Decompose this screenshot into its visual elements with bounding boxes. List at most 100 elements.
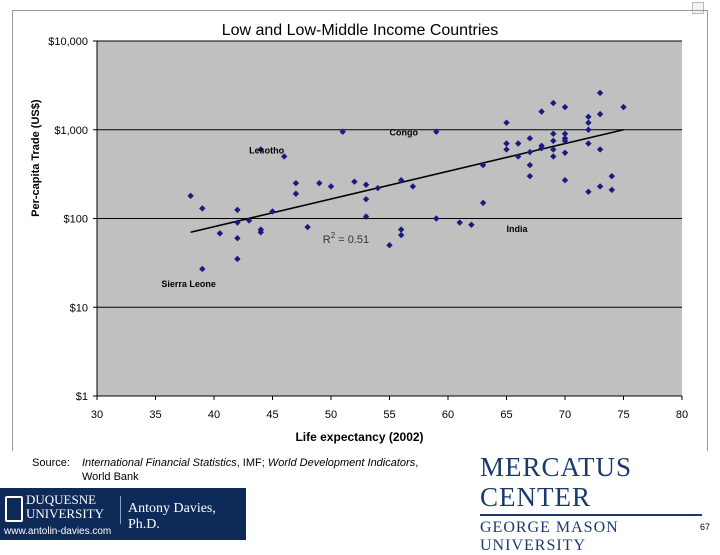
page-number: 67: [699, 522, 710, 532]
data-point: [362, 195, 370, 203]
data-point: [538, 108, 545, 115]
source-end: ,: [415, 457, 419, 469]
duquesne-shield-icon: [5, 496, 23, 522]
data-point: [620, 103, 627, 111]
data-point: [585, 113, 592, 120]
y-tick-label: $1: [76, 391, 88, 403]
data-point: [550, 137, 557, 145]
data-point: [257, 229, 264, 236]
source-line-2: World Bank: [82, 471, 139, 483]
source-note: Source: International Financial Statistic…: [32, 456, 418, 484]
annotation-label: Sierra Leone: [161, 279, 216, 289]
y-tick-label: $100: [64, 214, 88, 226]
mercatus-name: MERCATUS CENTER: [480, 452, 633, 512]
source-wdi: World Development Indicators: [267, 457, 416, 469]
x-axis-title: Life expectancy (2002): [295, 430, 423, 444]
data-point: [398, 177, 405, 184]
data-point: [234, 206, 241, 214]
data-point: [561, 177, 569, 184]
trendline: [190, 128, 624, 234]
data-point: [515, 140, 522, 147]
y-tick-label: $10,000: [48, 36, 88, 48]
annotation-label: Lesotho: [249, 146, 285, 156]
scatter-chart: $10,000 $1,000 $100 $10 $130 35 40 45 50 55 60 65 70…: [30, 36, 688, 444]
data-point: [596, 110, 604, 118]
data-point: [503, 146, 510, 153]
data-point: [503, 140, 510, 147]
data-point: [561, 137, 569, 145]
r-squared-r: R: [323, 234, 331, 246]
annotation-label: India: [507, 224, 529, 234]
annotation-label: Congo: [390, 128, 419, 138]
data-point: [550, 99, 557, 107]
data-point: [374, 184, 381, 192]
data-point: [187, 192, 194, 200]
footer-divider: [120, 496, 121, 524]
x-tick-label: 80: [676, 409, 688, 421]
r-squared-label: R2 = 0.51: [323, 231, 369, 246]
data-point: [596, 146, 604, 153]
data-point: [468, 221, 475, 228]
data-point: [199, 205, 206, 212]
data-point: [234, 219, 241, 226]
y-axis-title: Per-capita Trade (US$): [30, 99, 42, 217]
y-tick-label: $1,000: [54, 125, 88, 137]
data-point: [351, 178, 358, 185]
footer-bar: DUQUESNE UNIVERSITY Antony Davies, Ph.D.…: [0, 488, 246, 540]
data-point: [585, 188, 592, 195]
data-point: [362, 181, 370, 188]
x-tick-label: 30: [91, 409, 103, 421]
x-tick-label: 70: [559, 409, 571, 421]
data-point: [526, 148, 534, 156]
r-squared-value: = 0.51: [335, 234, 369, 246]
x-tick-label: 75: [617, 409, 629, 421]
data-point: [234, 234, 241, 242]
data-point: [550, 130, 557, 138]
data-point: [526, 172, 534, 180]
data-point: [269, 208, 276, 215]
data-point: [409, 183, 417, 190]
data-point: [479, 199, 487, 207]
data-point: [199, 265, 206, 273]
source-ifs: International Financial Statistics: [82, 457, 237, 469]
data-point: [316, 179, 323, 187]
university-name: DUQUESNE UNIVERSITY: [26, 493, 104, 521]
data-point: [550, 153, 557, 160]
data-point: [339, 128, 346, 135]
data-point: [362, 213, 370, 220]
data-point: [479, 161, 487, 169]
data-point: [245, 217, 253, 224]
data-point: [608, 172, 615, 180]
x-tick-label: 60: [442, 409, 454, 421]
data-point: [456, 219, 463, 226]
mercatus-logo: MERCATUS CENTER GEORGE MASON UNIVERSITY: [480, 452, 710, 555]
data-point: [304, 223, 311, 231]
chart-title: Low and Low-Middle Income Countries: [150, 22, 570, 40]
data-point: [526, 135, 534, 142]
university-line-1: DUQUESNE: [26, 492, 97, 507]
data-point: [538, 144, 545, 152]
data-point: [281, 153, 288, 160]
data-point: [503, 119, 510, 126]
data-point: [596, 183, 604, 190]
data-point: [585, 119, 592, 126]
data-point: [526, 161, 534, 169]
website-link[interactable]: www.antolin-davies.com: [4, 526, 112, 537]
x-tick-label: 50: [325, 409, 337, 421]
x-tick-label: 45: [266, 409, 278, 421]
x-tick-label: 40: [208, 409, 220, 421]
data-point: [596, 89, 604, 97]
x-tick-label: 55: [383, 409, 395, 421]
data-point: [561, 130, 569, 138]
data-point: [561, 149, 569, 156]
data-point: [585, 140, 592, 147]
x-tick-label: 65: [500, 409, 512, 421]
y-tick-label: $10: [70, 302, 88, 314]
data-point: [398, 231, 405, 239]
data-point: [386, 242, 393, 249]
data-point: [433, 215, 440, 222]
data-point: [561, 103, 569, 111]
gmu-name: GEORGE MASON UNIVERSITY: [480, 519, 619, 554]
data-point: [515, 153, 522, 160]
source-mid: , IMF;: [236, 457, 268, 469]
